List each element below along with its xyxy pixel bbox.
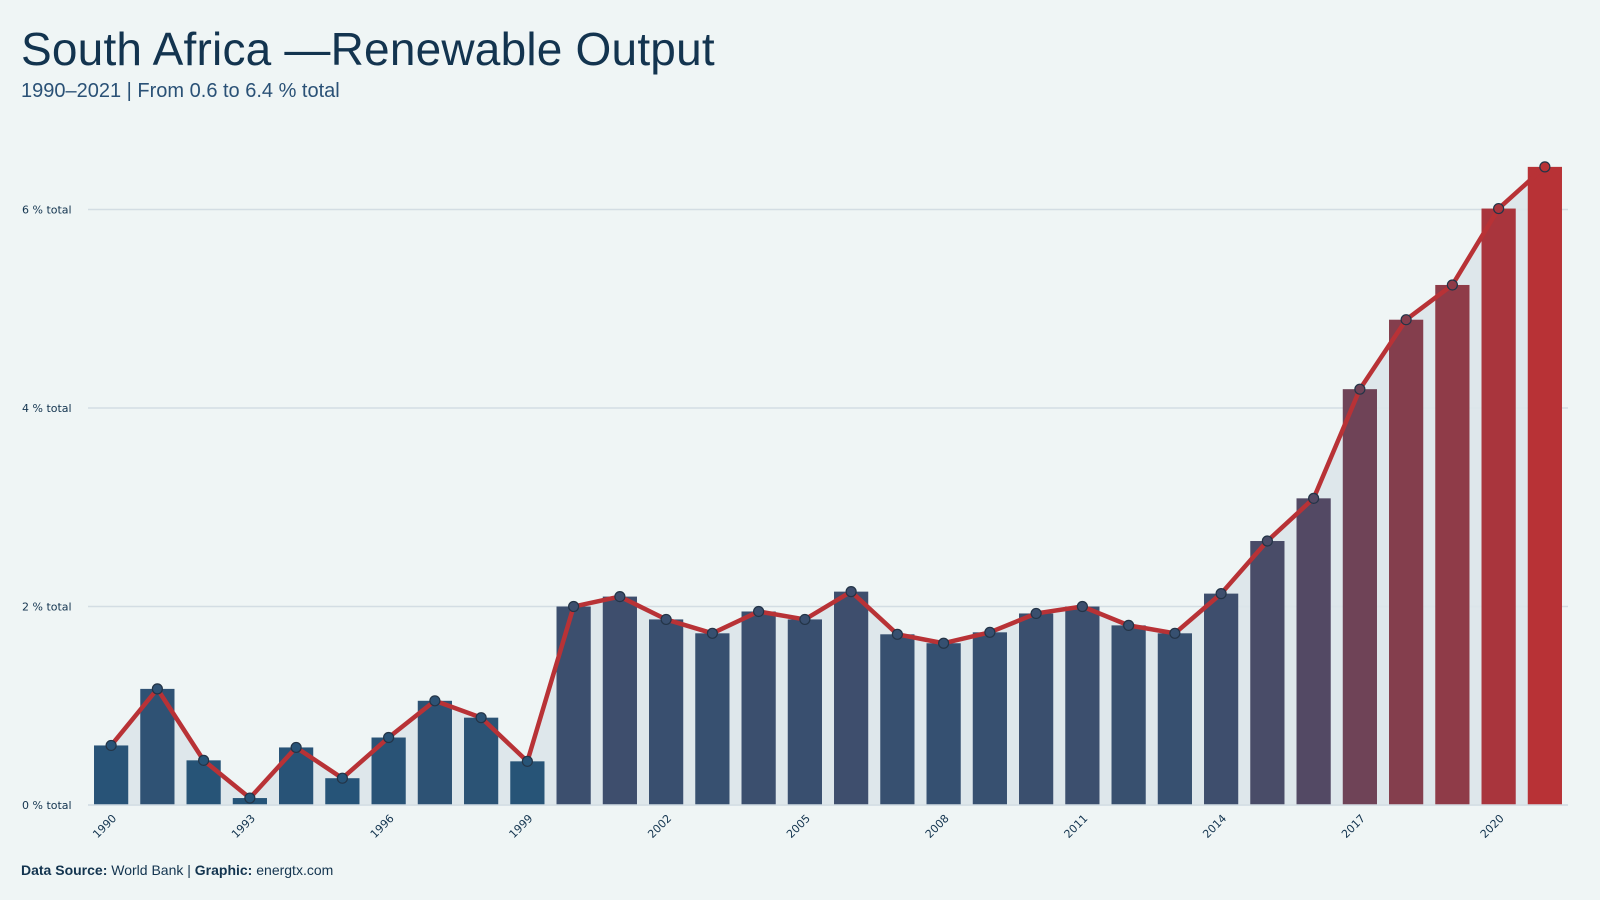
bar — [1250, 541, 1285, 805]
source-value: World Bank — [111, 862, 184, 878]
footer-separator: | — [187, 862, 191, 878]
source-label: Data Source: — [21, 862, 108, 878]
chart-subtitle: 1990–2021 | From 0.6 to 6.4 % total — [21, 80, 340, 102]
bar — [741, 611, 776, 805]
data-point — [845, 586, 857, 598]
graphic-value: energtx.com — [256, 862, 334, 878]
bar — [1019, 613, 1054, 805]
data-point — [706, 627, 718, 639]
data-point — [1261, 535, 1273, 547]
data-point — [198, 754, 210, 766]
bar — [556, 606, 591, 805]
bar — [1157, 633, 1192, 805]
footer-credits: Data Source: World Bank | Graphic: energ… — [21, 862, 333, 878]
bar — [464, 717, 499, 805]
bar — [880, 634, 915, 805]
data-point — [1400, 314, 1412, 326]
bar — [1342, 389, 1377, 805]
trend-line — [108, 164, 1548, 801]
bar — [1389, 319, 1424, 805]
bar — [417, 700, 452, 805]
x-tick-label: 2008 — [923, 812, 952, 841]
y-tick-label: 2 % total — [22, 601, 72, 614]
data-point — [799, 613, 811, 626]
bar — [834, 591, 869, 805]
data-point — [1215, 588, 1227, 600]
bar — [1527, 166, 1562, 805]
data-point — [1446, 279, 1458, 291]
bar — [787, 619, 822, 805]
data-point — [568, 600, 580, 613]
bar — [1435, 284, 1470, 805]
graphic-label: Graphic: — [194, 862, 253, 878]
data-point — [1123, 619, 1135, 631]
data-point — [1539, 161, 1551, 173]
data-point — [336, 772, 348, 784]
x-tick-label: 2020 — [1478, 812, 1507, 841]
y-tick-label: 6 % total — [22, 204, 72, 217]
data-point — [1354, 383, 1366, 395]
y-tick-label: 0 % total — [22, 799, 72, 812]
chart-title: South Africa —Renewable Output — [21, 23, 715, 75]
x-tick-label: 2002 — [645, 812, 674, 841]
bar — [649, 619, 684, 805]
data-point — [660, 613, 672, 626]
bar — [1481, 208, 1516, 805]
data-point — [290, 741, 302, 754]
x-tick-label: 2005 — [784, 812, 813, 841]
data-point — [105, 739, 117, 752]
bar — [602, 596, 637, 805]
x-tick-label: 2014 — [1200, 812, 1229, 841]
data-point — [429, 695, 441, 707]
bar — [510, 761, 545, 805]
bar — [1065, 606, 1100, 805]
data-point — [984, 626, 996, 638]
bar — [695, 633, 730, 805]
x-tick-label: 1996 — [368, 812, 397, 841]
x-tick-label: 2011 — [1062, 812, 1091, 841]
data-point — [1308, 492, 1320, 504]
bar — [1204, 593, 1239, 805]
data-point — [1169, 627, 1181, 639]
data-point — [1076, 600, 1088, 613]
data-point — [244, 792, 256, 804]
x-tick-label: 1990 — [90, 812, 119, 841]
data-point — [475, 712, 487, 724]
data-point — [614, 590, 626, 603]
bar — [1111, 625, 1146, 805]
bar — [94, 745, 129, 805]
x-tick-label: 2017 — [1339, 812, 1368, 841]
bar — [972, 632, 1007, 805]
data-point — [891, 628, 903, 640]
bar — [1296, 498, 1331, 805]
bar — [186, 760, 221, 805]
x-tick-label: 1993 — [229, 812, 258, 841]
data-point — [1493, 202, 1505, 215]
data-point — [753, 605, 765, 618]
data-point — [151, 683, 163, 695]
data-point — [938, 637, 950, 649]
data-point — [383, 731, 395, 744]
x-tick-label: 1999 — [507, 812, 536, 841]
data-point — [1030, 607, 1042, 620]
data-point — [521, 755, 533, 767]
y-tick-label: 4 % total — [22, 402, 72, 415]
bar — [926, 643, 961, 805]
